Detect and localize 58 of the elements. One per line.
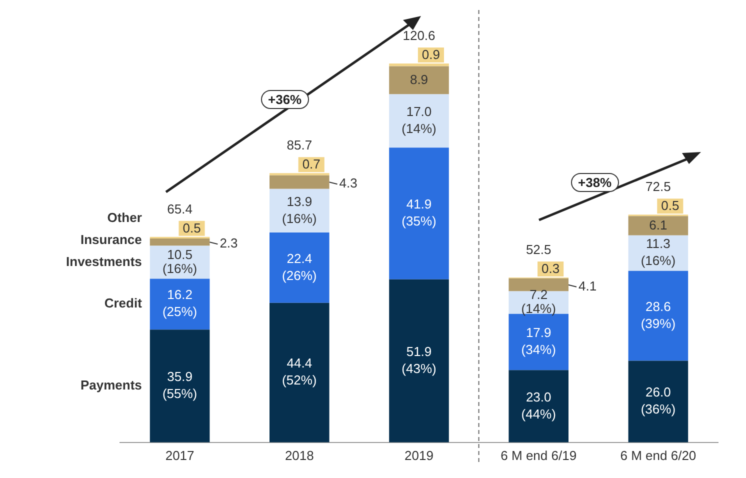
total-label: 65.4 <box>167 201 192 216</box>
bar <box>628 360 688 442</box>
data-label: 51.9 (43%) <box>402 344 436 376</box>
data-label: 28.6 (39%) <box>640 298 676 331</box>
data-label: 41.9 (35%) <box>402 196 436 229</box>
data-label: 8.9 <box>410 72 428 87</box>
annotation: +38% <box>571 173 619 192</box>
bar <box>270 188 330 233</box>
bar <box>508 370 568 442</box>
bar <box>270 175 330 189</box>
data-label: 0.5 <box>182 220 201 236</box>
data-label: 0.5 <box>661 198 680 214</box>
data-label: 13.9 (16%) <box>282 194 317 226</box>
bar <box>389 279 449 442</box>
total-label: 85.7 <box>286 138 312 153</box>
data-label: 22.4 (26%) <box>282 250 317 283</box>
data-label: 4.3 <box>339 176 358 191</box>
data-label: 44.4 (52%) <box>282 356 317 388</box>
bar <box>270 302 330 442</box>
data-label: 0.9 <box>422 47 440 62</box>
data-label: 11.3 (16%) <box>640 236 676 268</box>
x-tick-label: 2017 <box>165 448 194 463</box>
series-label: Insurance <box>80 232 142 247</box>
series-label: Credit <box>104 296 143 311</box>
bar <box>508 278 568 292</box>
total-label: 120.6 <box>402 28 436 44</box>
data-label: 0.7 <box>302 156 320 172</box>
x-tick-label: 2019 <box>404 448 434 463</box>
data-label: 26.0 (36%) <box>640 384 676 417</box>
data-label: 7.2 (14%) <box>521 287 556 316</box>
x-tick-label: 6 M end 6/20 <box>620 448 696 463</box>
x-tick-label: 6 M end 6/19 <box>500 448 577 463</box>
data-label: 35.9 (55%) <box>162 369 198 402</box>
x-tick-label: 2018 <box>284 448 314 463</box>
total-label: 72.5 <box>646 179 671 194</box>
data-label: 6.1 <box>649 217 668 232</box>
annotation: +36% <box>261 90 309 109</box>
series-label: Other <box>107 210 142 225</box>
total-label: 52.5 <box>526 242 552 258</box>
data-label: 2.3 <box>220 236 238 251</box>
bar <box>150 278 210 330</box>
data-label: 10.5 (16%) <box>162 246 198 276</box>
data-label: 4.1 <box>578 278 597 294</box>
bar <box>628 270 688 361</box>
bar <box>150 330 210 442</box>
series-label: Payments <box>80 378 142 393</box>
bar <box>389 148 449 280</box>
data-label: 17.9 (34%) <box>521 325 556 358</box>
bar <box>270 232 330 303</box>
data-label: 0.3 <box>542 261 560 276</box>
bar <box>628 216 688 236</box>
data-label: 17.0 (14%) <box>402 104 436 136</box>
bar <box>389 66 449 94</box>
bar <box>389 94 449 148</box>
series-label: Investments <box>66 254 142 269</box>
data-label: 16.2 (25%) <box>162 287 198 320</box>
bar <box>150 238 210 246</box>
data-label: 23.0 (44%) <box>521 389 556 422</box>
